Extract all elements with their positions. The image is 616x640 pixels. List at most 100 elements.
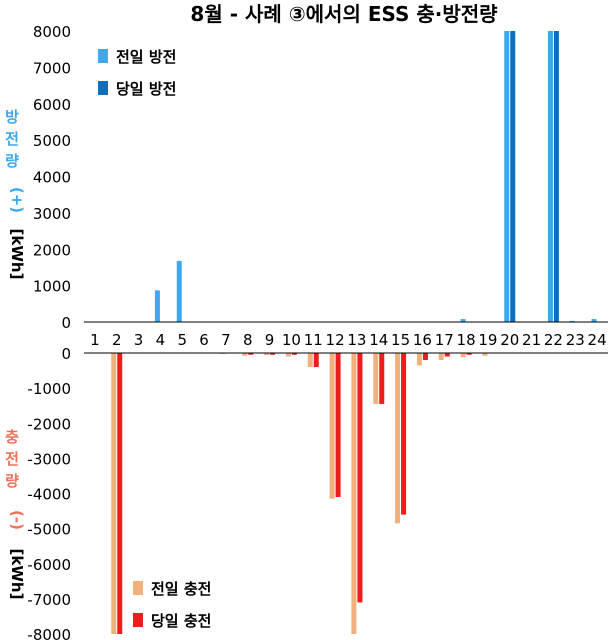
bar-전일-충전-17: [438, 353, 444, 361]
bar-당일-충전-11: [313, 353, 319, 368]
legend-label-0: 전일 방전: [116, 48, 176, 66]
y-label-char-0: 충: [5, 428, 19, 446]
top-y-tick-6000: 6000: [33, 96, 71, 114]
bar-전일-충전-11: [307, 353, 313, 368]
top-y-axis-label: 방전량 (+) [kWh]: [5, 108, 26, 279]
bar-전일-충전-14: [373, 353, 379, 404]
bar-전일-방전-22: [547, 31, 553, 322]
bottom-y-tick--8000: -8000: [27, 626, 71, 640]
y-label-sign: (-): [8, 510, 26, 530]
legend-swatch-1: [133, 613, 143, 627]
chart-title: 8월 - 사례 ③에서의 ESS 충·방전량: [190, 2, 498, 26]
x-tick-14: 14: [369, 331, 388, 349]
bottom-y-tick--7000: -7000: [27, 591, 71, 609]
bar-전일-충전-10: [285, 353, 291, 357]
x-tick-23: 23: [566, 331, 585, 349]
top-y-tick-7000: 7000: [33, 59, 71, 77]
legend-swatch-0: [133, 581, 143, 595]
bottom-y-tick--6000: -6000: [27, 556, 71, 574]
bar-전일-충전-8: [242, 353, 248, 356]
x-tick-24: 24: [588, 331, 607, 349]
bar-당일-충전-15: [401, 353, 407, 515]
charge-bars: [111, 353, 488, 634]
bar-당일-충전-16: [422, 353, 428, 361]
bottom-y-tick-0: 0: [61, 345, 71, 363]
x-tick-9: 9: [265, 331, 275, 349]
bar-전일-충전-13: [351, 353, 357, 634]
x-tick-11: 11: [304, 331, 323, 349]
bar-당일-충전-12: [335, 353, 341, 498]
top-y-tick-8000: 8000: [33, 23, 71, 41]
bar-전일-충전-16: [416, 353, 422, 366]
x-tick-12: 12: [326, 331, 345, 349]
bottom-y-axis-label: 충전량 (-) [kWh]: [5, 428, 26, 599]
bar-전일-방전-23: [569, 320, 575, 322]
x-tick-5: 5: [177, 331, 187, 349]
x-tick-10: 10: [282, 331, 301, 349]
bar-전일-충전-2: [111, 353, 117, 634]
x-tick-21: 21: [522, 331, 541, 349]
bar-당일-충전-18: [466, 353, 472, 355]
x-tick-1: 1: [90, 331, 100, 349]
x-tick-7: 7: [221, 331, 231, 349]
bar-전일-충전-15: [395, 353, 401, 524]
bar-전일-방전-18: [460, 319, 466, 322]
bottom-y-tick--5000: -5000: [27, 521, 71, 539]
legend-swatch-0: [98, 49, 108, 63]
y-label-char-1: 전: [5, 130, 19, 148]
x-tick-8: 8: [243, 331, 253, 349]
bar-당일-방전-22: [553, 31, 559, 322]
bar-전일-방전-24: [591, 319, 597, 322]
x-tick-22: 22: [544, 331, 563, 349]
x-tick-3: 3: [134, 331, 144, 349]
y-label-char-2: 량: [5, 152, 19, 170]
bottom-y-tick--2000: -2000: [27, 415, 71, 433]
top-y-tick-2000: 2000: [33, 241, 71, 259]
bar-당일-충전-9: [270, 353, 276, 355]
bar-당일-충전-14: [379, 353, 385, 404]
bar-전일-충전-12: [329, 353, 335, 499]
bar-당일-충전-13: [357, 353, 363, 603]
x-tick-16: 16: [413, 331, 432, 349]
top-y-tick-4000: 4000: [33, 169, 71, 187]
bar-전일-충전-7: [220, 353, 226, 355]
bar-전일-방전-20: [504, 31, 510, 322]
y-label-char-2: 량: [5, 472, 19, 490]
legend-label-0: 전일 충전: [151, 580, 211, 598]
bottom-y-ticks: 0 -1000 -2000 -3000 -4000 -5000 -6000 -7000 -800…: [27, 345, 71, 640]
bottom-y-tick--1000: -1000: [27, 380, 71, 398]
legend-label-1: 당일 충전: [151, 612, 211, 630]
top-y-ticks: 0 1000 2000 3000 4000 5000 6000 7000 8000: [33, 23, 71, 332]
bottom-y-tick--3000: -3000: [27, 450, 71, 468]
y-label-unit: [kWh]: [8, 229, 26, 280]
y-label-char-1: 전: [5, 450, 19, 468]
x-tick-17: 17: [435, 331, 454, 349]
bottom-y-tick--4000: -4000: [27, 486, 71, 504]
top-y-tick-1000: 1000: [33, 278, 71, 296]
bar-당일-충전-8: [248, 353, 254, 355]
x-tick-labels: 1 2 3 4 5 6 7 8 9 10 11 12 13 14 15 16 17 18 19 20 21 22 23 24: [90, 331, 606, 349]
x-tick-13: 13: [347, 331, 366, 349]
top-y-tick-5000: 5000: [33, 132, 71, 150]
x-tick-4: 4: [156, 331, 166, 349]
y-label-char-0: 방: [5, 108, 19, 126]
top-y-tick-0: 0: [61, 314, 71, 332]
bar-전일-충전-19: [482, 353, 488, 356]
legend-swatch-1: [98, 81, 108, 95]
bar-당일-충전-10: [291, 353, 297, 355]
bar-당일-충전-2: [117, 353, 123, 634]
bar-전일-충전-18: [460, 353, 466, 358]
x-tick-18: 18: [457, 331, 476, 349]
x-tick-15: 15: [391, 331, 410, 349]
x-tick-19: 19: [478, 331, 497, 349]
y-label-sign: (+): [8, 187, 26, 213]
top-y-tick-3000: 3000: [33, 205, 71, 223]
legend-label-1: 당일 방전: [116, 80, 176, 98]
bar-당일-방전-20: [510, 31, 516, 322]
x-tick-20: 20: [500, 331, 519, 349]
x-tick-6: 6: [199, 331, 209, 349]
x-tick-2: 2: [112, 331, 122, 349]
